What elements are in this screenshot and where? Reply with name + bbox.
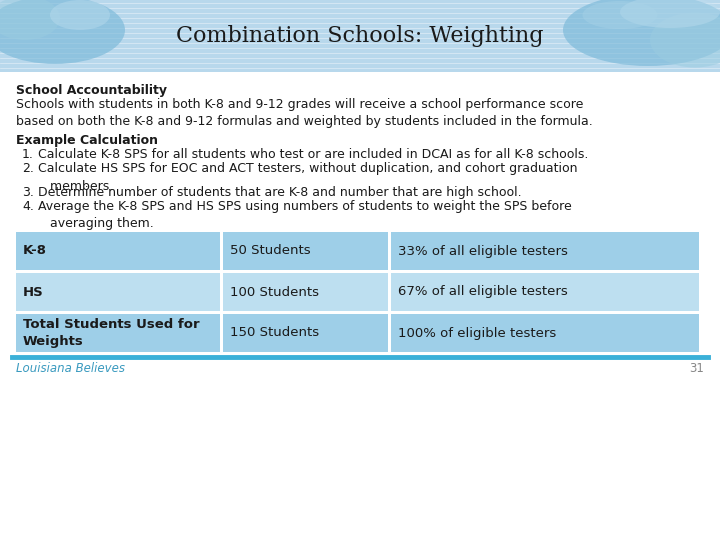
Text: K-8: K-8: [23, 245, 47, 258]
Text: Determine number of students that are K-8 and number that are high school.: Determine number of students that are K-…: [38, 186, 521, 199]
Text: 3.: 3.: [22, 186, 34, 199]
Text: HS: HS: [23, 286, 44, 299]
Text: 100% of eligible testers: 100% of eligible testers: [398, 327, 557, 340]
Ellipse shape: [50, 0, 110, 30]
Ellipse shape: [582, 1, 657, 29]
Text: Schools with students in both K-8 and 9-12 grades will receive a school performa: Schools with students in both K-8 and 9-…: [16, 98, 593, 129]
Text: 50 Students: 50 Students: [230, 245, 310, 258]
Text: Louisiana Believes: Louisiana Believes: [16, 361, 125, 375]
Ellipse shape: [0, 0, 60, 40]
Text: 2.: 2.: [22, 162, 34, 175]
Text: School Accountability: School Accountability: [16, 84, 167, 97]
Bar: [0, 0, 720, 72]
Text: 4.: 4.: [22, 200, 34, 213]
Text: 150 Students: 150 Students: [230, 327, 319, 340]
Ellipse shape: [0, 0, 125, 64]
Bar: [223, 314, 388, 352]
Text: Average the K-8 SPS and HS SPS using numbers of students to weight the SPS befor: Average the K-8 SPS and HS SPS using num…: [38, 200, 572, 231]
Text: 100 Students: 100 Students: [230, 286, 319, 299]
Bar: [16, 273, 220, 311]
Text: Total Students Used for
Weights: Total Students Used for Weights: [23, 319, 199, 348]
Text: Calculate HS SPS for EOC and ACT testers, without duplication, and cohort gradua: Calculate HS SPS for EOC and ACT testers…: [38, 162, 577, 192]
Text: Example Calculation: Example Calculation: [16, 134, 158, 147]
Text: 67% of all eligible testers: 67% of all eligible testers: [398, 286, 568, 299]
Bar: [223, 232, 388, 270]
Bar: [391, 273, 699, 311]
Bar: [16, 314, 220, 352]
Text: Combination Schools: Weighting: Combination Schools: Weighting: [176, 25, 544, 47]
Text: 31: 31: [689, 361, 704, 375]
Text: 1.: 1.: [22, 148, 34, 161]
Ellipse shape: [650, 12, 720, 68]
Ellipse shape: [620, 0, 720, 28]
Ellipse shape: [563, 0, 720, 66]
Bar: [391, 232, 699, 270]
Text: Calculate K-8 SPS for all students who test or are included in DCAI as for all K: Calculate K-8 SPS for all students who t…: [38, 148, 588, 161]
Text: 33% of all eligible testers: 33% of all eligible testers: [398, 245, 568, 258]
Bar: [223, 273, 388, 311]
Bar: [391, 314, 699, 352]
Bar: [16, 232, 220, 270]
